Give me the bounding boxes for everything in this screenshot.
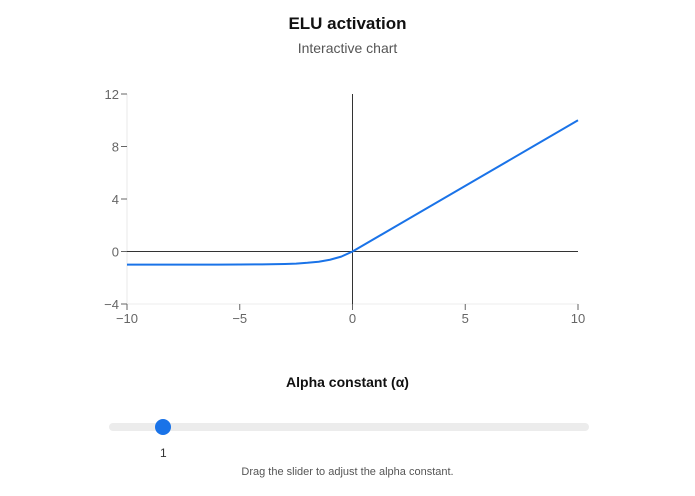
alpha-slider-track[interactable] bbox=[109, 423, 589, 431]
y-tick-label: −4 bbox=[104, 297, 119, 312]
x-tick-label: −5 bbox=[232, 311, 247, 326]
y-tick-label: 4 bbox=[112, 192, 119, 207]
x-tick-label: −10 bbox=[116, 311, 138, 326]
alpha-slider-thumb[interactable] bbox=[155, 419, 172, 435]
y-tick-label: 0 bbox=[112, 245, 119, 260]
elu-line bbox=[127, 119, 579, 266]
x-tick-label: 5 bbox=[462, 311, 469, 326]
x-tick-label: 10 bbox=[571, 311, 585, 326]
y-tick-label: 12 bbox=[105, 87, 119, 102]
alpha-slider-value: 1 bbox=[160, 446, 167, 460]
slider-hint: Drag the slider to adjust the alpha cons… bbox=[241, 466, 454, 478]
elu-chart: −4 0 4 8 12 −10 −5 0 5 10 bbox=[104, 87, 585, 326]
slider-label: Alpha constant (α) bbox=[286, 374, 409, 390]
x-tick-label: 0 bbox=[349, 311, 356, 326]
chart-subtitle: Interactive chart bbox=[297, 40, 398, 56]
chart-title: ELU activation bbox=[288, 14, 407, 33]
y-tick-label: 8 bbox=[112, 140, 119, 155]
